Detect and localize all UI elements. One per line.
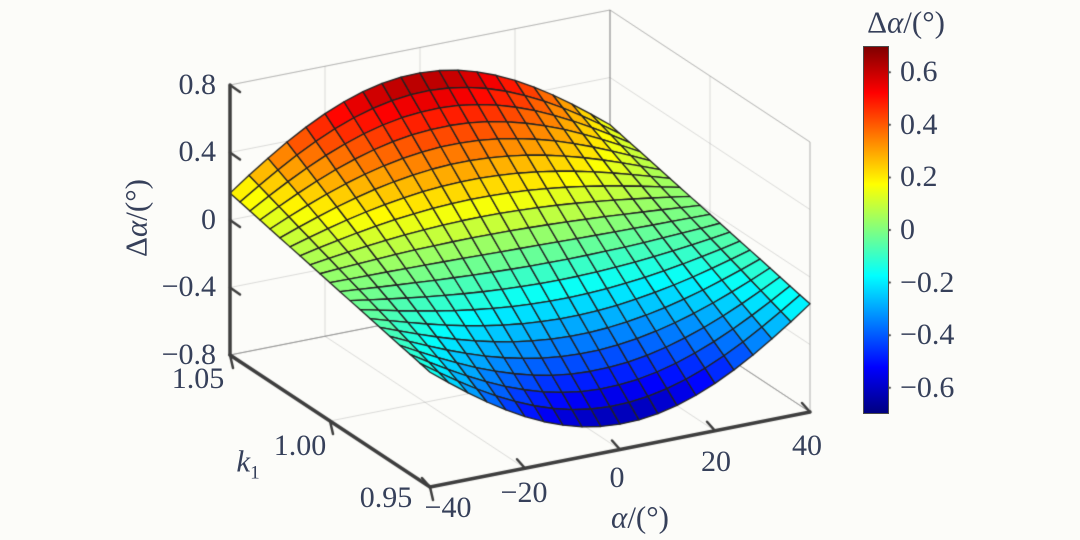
x-tick-label: −40 [424, 491, 472, 524]
colorbar-tick-label: 0.6 [900, 55, 938, 88]
z-tick-label: 0.4 [178, 135, 217, 168]
y-tick-label: 0.95 [359, 481, 413, 514]
colorbar-title: Δα/(°) [867, 4, 945, 40]
x-tick-label: −20 [500, 476, 548, 509]
colorbar-tick-label: 0.2 [900, 160, 938, 193]
z-axis-title: Δα/(°) [118, 179, 154, 257]
y-tick-label: 1.05 [171, 362, 225, 395]
colorbar-tick-label: 0 [900, 213, 915, 246]
y-axis-title: k1 [236, 443, 260, 484]
colorbar-tick-label: −0.4 [900, 318, 955, 351]
z-tick-label: 0.8 [178, 68, 217, 101]
x-tick-label: 40 [792, 429, 822, 462]
y-tick-label: 1.00 [273, 429, 327, 462]
colorbar-tick-label: −0.6 [900, 371, 955, 404]
x-tick-label: 0 [609, 461, 625, 494]
colorbar-tick-label: −0.2 [900, 266, 955, 299]
x-axis-title: α/(°) [611, 499, 669, 535]
x-tick-label: 20 [701, 445, 731, 478]
z-tick-label: −0.8 [161, 338, 216, 371]
z-tick-label: 0 [201, 203, 216, 236]
colorbar-tick-label: 0.4 [900, 108, 938, 141]
colorbar-gradient [863, 46, 889, 414]
z-tick-label: −0.4 [161, 270, 216, 303]
